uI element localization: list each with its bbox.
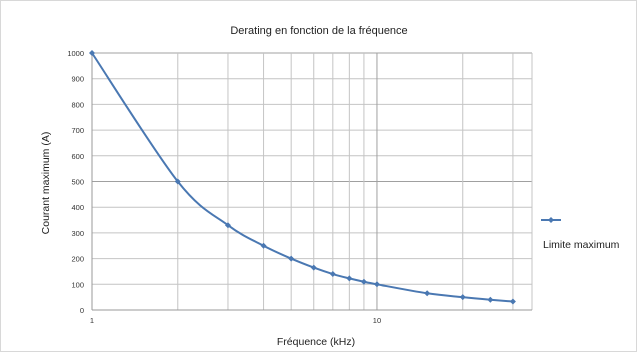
data-point-7 bbox=[346, 275, 353, 282]
y-axis-label: Courant maximum (A) bbox=[40, 132, 52, 235]
y-tick-label-700: 700 bbox=[71, 126, 84, 135]
data-point-8 bbox=[360, 278, 367, 285]
tick-labels: 0 100 200 300 400 500 600 700 800 900 1000 1 10 bbox=[67, 49, 381, 325]
y-tick-label-200: 200 bbox=[71, 255, 84, 264]
data-point-13 bbox=[509, 298, 516, 305]
y-tick-label-0: 0 bbox=[80, 306, 84, 315]
data-point-9 bbox=[373, 281, 380, 288]
y-tick-label-1000: 1000 bbox=[67, 49, 84, 58]
chart-title: Derating en fonction de la fréquence bbox=[230, 25, 407, 37]
legend-label: Limite maximum bbox=[543, 239, 620, 251]
data-point-2 bbox=[224, 222, 231, 229]
y-tick-label-600: 600 bbox=[71, 152, 84, 161]
data-point-4 bbox=[288, 255, 295, 262]
legend: Limite maximum bbox=[541, 217, 620, 251]
data-point-0 bbox=[89, 50, 95, 56]
data-point-3 bbox=[260, 242, 267, 249]
series-limite-maximum bbox=[89, 50, 516, 305]
data-point-1 bbox=[174, 178, 181, 185]
data-point-6 bbox=[329, 271, 336, 278]
data-point-10 bbox=[424, 290, 431, 297]
series-line bbox=[91, 52, 513, 303]
y-tick-label-800: 800 bbox=[71, 100, 84, 109]
axes bbox=[91, 53, 532, 311]
x-axis-label: Fréquence (kHz) bbox=[277, 336, 355, 348]
y-tick-label-500: 500 bbox=[71, 178, 84, 187]
y-tick-label-300: 300 bbox=[71, 229, 84, 238]
y-tick-label-900: 900 bbox=[71, 75, 84, 84]
y-tick-label-100: 100 bbox=[71, 280, 84, 289]
legend-diamond-marker bbox=[548, 217, 554, 223]
grid bbox=[91, 52, 533, 310]
x-tick-label-10: 10 bbox=[373, 316, 381, 325]
y-tick-label-400: 400 bbox=[71, 203, 84, 212]
x-tick-label-1: 1 bbox=[90, 316, 94, 325]
data-point-5 bbox=[310, 264, 317, 271]
data-point-11 bbox=[459, 294, 466, 301]
data-point-12 bbox=[487, 296, 494, 303]
